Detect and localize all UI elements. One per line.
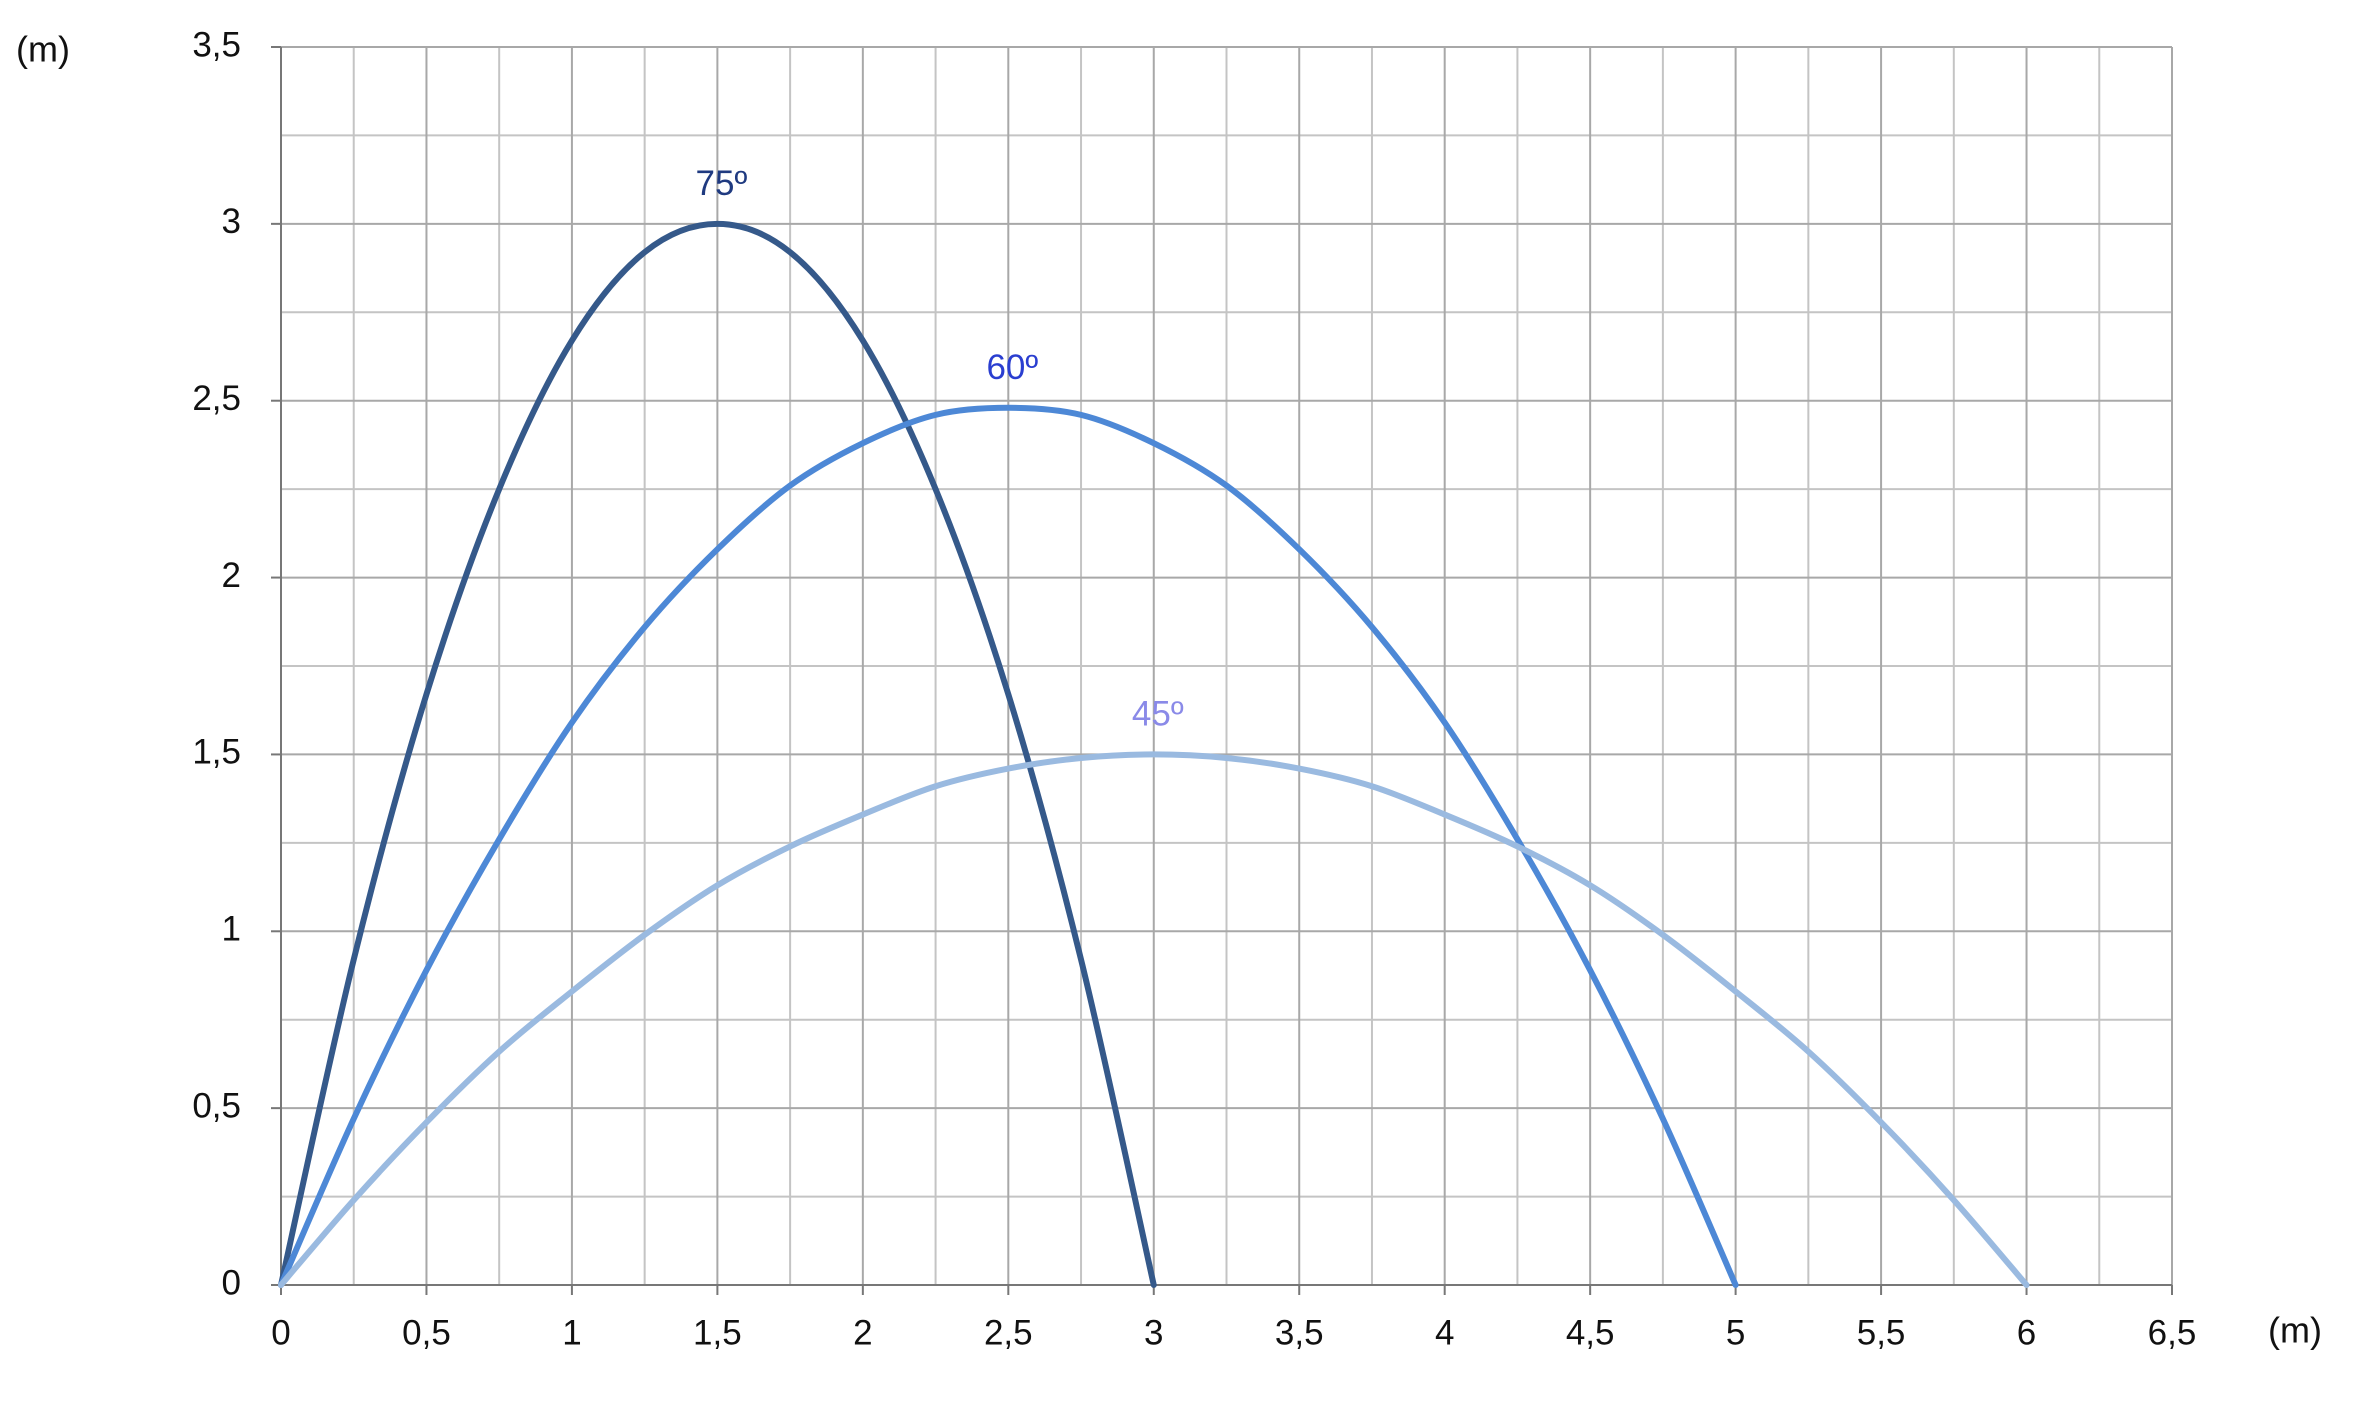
x-tick-label: 4,5 xyxy=(1566,1313,1615,1352)
x-tick-label: 0 xyxy=(271,1313,290,1352)
series-label: 75º xyxy=(696,164,748,203)
y-axis-label: (m) xyxy=(16,29,70,70)
x-tick-label: 6 xyxy=(2017,1313,2036,1352)
y-tick-label: 3 xyxy=(222,202,241,241)
x-tick-label: 1 xyxy=(562,1313,581,1352)
trajectory-line xyxy=(278,220,1157,1288)
x-tick-label: 4 xyxy=(1435,1313,1454,1352)
y-tick-label: 0 xyxy=(222,1263,241,1302)
x-tick-label: 5,5 xyxy=(1857,1313,1906,1352)
x-tick-label: 3,5 xyxy=(1275,1313,1324,1352)
y-tick-label: 2 xyxy=(222,556,241,595)
trajectory-line xyxy=(278,751,2030,1288)
y-tick-label: 3,5 xyxy=(192,25,241,64)
series-label: 60º xyxy=(986,348,1038,387)
x-tick-label: 3 xyxy=(1144,1313,1163,1352)
y-tick-label: 1 xyxy=(222,910,241,949)
y-tick-label: 1,5 xyxy=(192,733,241,772)
x-tick-label: 1,5 xyxy=(693,1313,742,1352)
y-tick-label: 2,5 xyxy=(192,379,241,418)
x-tick-label: 0,5 xyxy=(402,1313,451,1352)
series-label: 45º xyxy=(1132,695,1184,734)
x-tick-label: 5 xyxy=(1726,1313,1745,1352)
x-axis-label: (m) xyxy=(2268,1310,2322,1351)
x-tick-label: 6,5 xyxy=(2148,1313,2197,1352)
x-tick-label: 2,5 xyxy=(984,1313,1033,1352)
x-tick-label: 2 xyxy=(853,1313,872,1352)
y-tick-label: 0,5 xyxy=(192,1086,241,1125)
